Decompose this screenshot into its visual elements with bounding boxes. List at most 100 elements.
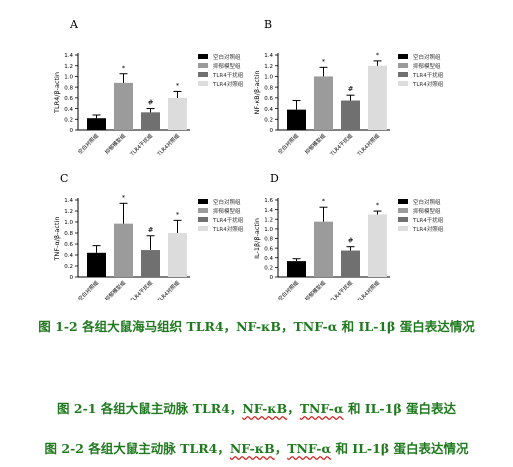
y-tick-label: 0.6 <box>64 96 73 102</box>
legend-swatch <box>398 217 408 222</box>
legend-label: TLR4对照组 <box>412 80 444 88</box>
legend-label: 抑郁模型组 <box>213 207 241 215</box>
y-tick-label: 1.0 <box>64 220 73 226</box>
significance-marker: * <box>122 193 126 201</box>
legend-swatch <box>198 54 208 59</box>
y-tick-label: 0.2 <box>264 117 273 123</box>
bar-1 <box>287 109 306 130</box>
figure-caption-2-1: 图 2-1 各组大鼠主动脉 TLR4，NF-κB，TNF-α 和 IL-1β 蛋… <box>0 398 513 417</box>
legend-label: TLR4对照组 <box>412 225 444 233</box>
y-tick-label: 0.4 <box>264 256 273 262</box>
bar-1 <box>87 252 106 277</box>
bar-2 <box>314 76 333 130</box>
y-tick-label: 1.2 <box>264 64 273 70</box>
caption-2-1-tnfa: TNF-α <box>299 401 344 416</box>
legend-swatch <box>398 63 408 68</box>
figure-caption-1-2: 图 1-2 各组大鼠海马组织 TLR4，NF-κB，TNF-α 和 IL-1β … <box>38 319 475 334</box>
y-tick-label: 1.4 <box>264 53 273 59</box>
legend-label: 抑郁模型组 <box>413 207 441 215</box>
y-tick-label: 1.2 <box>264 217 273 223</box>
caption-2-1-nfkb: NF-κB <box>242 401 288 416</box>
category-label: 抑郁模型组 <box>103 279 127 300</box>
y-tick-label: 0.6 <box>264 96 273 102</box>
bar-4 <box>168 97 187 130</box>
bar-3 <box>141 112 160 130</box>
y-tick-label: 0.8 <box>64 231 73 237</box>
caption-2-2-tnfa: TNF-α <box>287 441 332 456</box>
panel-letter: A <box>69 18 79 31</box>
bar-1 <box>87 118 106 130</box>
category-label: 抑郁模型组 <box>303 279 327 300</box>
legend-swatch <box>198 72 208 77</box>
bar-1 <box>287 261 306 277</box>
significance-marker: * <box>376 51 380 59</box>
bar-3 <box>341 250 360 277</box>
y-tick-label: 1.4 <box>64 198 73 204</box>
figure-panels: A 0 0.2 0.4 0.6 0.8 1.0 1.2 1.4 TLR4/β-actin 空白对照组… <box>53 18 444 300</box>
caption-2-1-part1: 图 2-1 各组大鼠主动脉 TLR4， <box>57 401 243 416</box>
caption-2-2-part2: 和 IL-1β 蛋白表达情况 <box>331 441 469 456</box>
y-tick-label: 0.4 <box>64 253 73 259</box>
category-label: TLR4对照组 <box>354 279 381 300</box>
bar-2 <box>114 82 133 130</box>
y-axis-label: TLR4/β-actin <box>53 72 61 114</box>
y-tick-label: 0.2 <box>264 266 273 272</box>
category-label: 空白对照组 <box>76 132 100 156</box>
legend-swatch <box>398 208 408 213</box>
panel-letter: C <box>60 172 68 185</box>
significance-marker: * <box>376 201 380 209</box>
y-tick-label: 1.6 <box>264 198 273 204</box>
significance-marker: * <box>122 64 126 72</box>
legend-label: TLR4干扰组 <box>212 216 244 224</box>
legend-label: 空白对照组 <box>213 198 241 206</box>
significance-marker: * <box>176 210 180 218</box>
y-tick-label: 0.2 <box>64 264 73 270</box>
category-label: TLR4对照组 <box>154 279 181 300</box>
legend-swatch <box>198 208 208 213</box>
significance-marker: * <box>322 197 326 205</box>
legend-swatch <box>398 54 408 59</box>
legend-label: TLR4对照组 <box>212 225 244 233</box>
legend-label: TLR4干扰组 <box>212 71 244 79</box>
legend-label: 空白对照组 <box>213 53 241 61</box>
y-tick-label: 1.2 <box>64 64 73 70</box>
panel-letter: B <box>264 18 272 31</box>
legend-label: TLR4干扰组 <box>412 216 444 224</box>
y-tick-label: 1.0 <box>64 75 73 81</box>
y-tick-label: 1.4 <box>264 208 273 214</box>
bar-3 <box>341 100 360 130</box>
legend-swatch <box>398 226 408 231</box>
category-label: 抑郁模型组 <box>303 132 327 156</box>
caption-2-1-part2: 和 IL-1β 蛋白表达 <box>343 401 456 416</box>
caption-2-2-part1: 图 2-2 各组大鼠主动脉 TLR4， <box>44 441 230 456</box>
y-tick-label: 1.0 <box>264 75 273 81</box>
y-tick-label: 0.8 <box>264 85 273 91</box>
legend-label: 抑郁模型组 <box>213 62 241 70</box>
y-tick-label: 1.4 <box>64 53 73 59</box>
y-axis-label: TNF-α/β-actin <box>53 217 61 262</box>
category-label: 空白对照组 <box>276 279 300 300</box>
caption-2-2-nfkb: NF-κB <box>229 441 275 456</box>
y-tick-label: 0 <box>270 275 274 281</box>
legend-label: 抑郁模型组 <box>413 62 441 70</box>
caption-2-2-sep: ， <box>274 441 288 456</box>
legend-swatch <box>398 81 408 86</box>
bar-3 <box>141 250 160 277</box>
chart-panel-c: C 0 0.2 0.4 0.6 0.8 1.0 1.2 1.4 TNF-α/β-actin 空白对照… <box>53 172 244 300</box>
legend-swatch <box>198 199 208 204</box>
y-tick-label: 0.8 <box>264 237 273 243</box>
bar-2 <box>314 221 333 277</box>
significance-marker: # <box>148 99 154 107</box>
legend-swatch <box>198 63 208 68</box>
legend-swatch <box>398 199 408 204</box>
chart-panel-b: B 0 0.2 0.4 0.6 0.8 1.0 1.2 1.4 NF-κB/β-actin 空白对照… <box>253 18 444 158</box>
y-axis-label: IL-1β/β-actin <box>253 218 261 259</box>
chart-panel-d: D 0 0.2 0.4 0.6 0.8 1.0 1.2 1.4 1.6 IL-1β/β-actin 空… <box>253 172 444 300</box>
figure-caption-2-2: 图 2-2 各组大鼠主动脉 TLR4，NF-κB，TNF-α 和 IL-1β 蛋… <box>0 438 513 457</box>
category-label: TLR4干扰组 <box>127 279 154 300</box>
legend-label: 空白对照组 <box>413 198 441 206</box>
y-tick-label: 0.6 <box>264 246 273 252</box>
bar-4 <box>368 214 387 277</box>
legend-swatch <box>198 226 208 231</box>
bar-4 <box>368 65 387 130</box>
